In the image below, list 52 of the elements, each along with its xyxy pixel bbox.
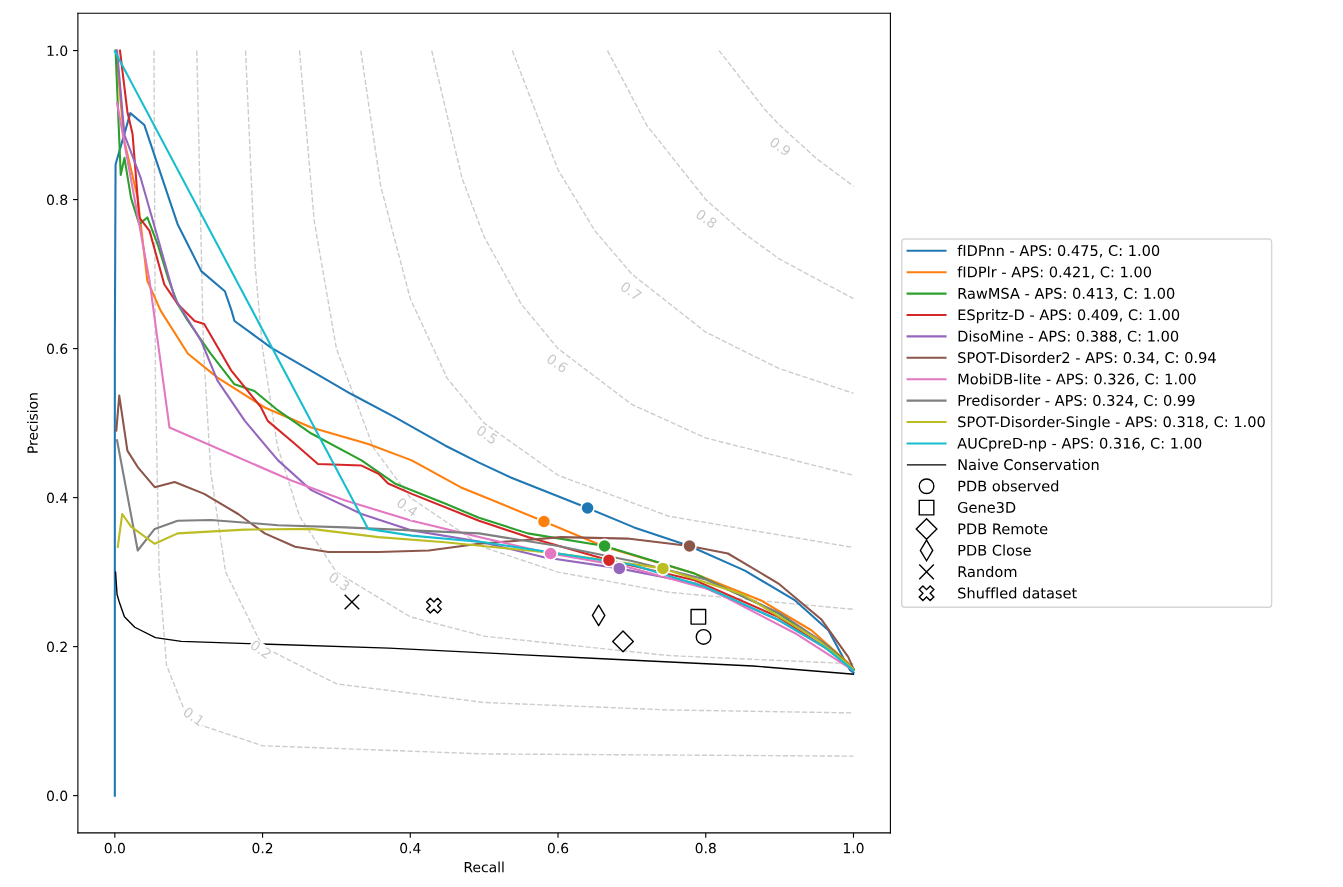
line-series xyxy=(114,571,855,675)
point xyxy=(611,560,627,576)
line-series xyxy=(431,49,855,476)
legend-label: SPOT-Disorder2 - APS: 0.34, C: 0.94 xyxy=(958,351,1216,365)
point xyxy=(425,597,442,614)
line-series xyxy=(115,394,855,671)
y-tick-label: 1.0 xyxy=(47,45,68,57)
line-series xyxy=(718,49,855,187)
point xyxy=(601,552,617,568)
legend-label: RawMSA - APS: 0.413, C: 1.00 xyxy=(958,287,1175,301)
legend-label: Gene3D xyxy=(958,501,1016,513)
x-tick-label: 0.8 xyxy=(695,842,716,854)
point xyxy=(580,500,595,516)
y-tick-label: 0.6 xyxy=(47,343,68,355)
legend-label: Shuffled dataset xyxy=(958,587,1077,599)
y-tick-label: 0.8 xyxy=(47,194,68,206)
y-axis-title: Precision xyxy=(27,393,38,453)
line-series xyxy=(511,49,855,394)
x-axis-title: Recall xyxy=(464,861,504,873)
point xyxy=(597,538,612,554)
legend-label: DisoMine - APS: 0.388, C: 1.00 xyxy=(958,330,1179,344)
y-tick-label: 0.0 xyxy=(47,790,68,802)
legend-label: fIDPlr - APS: 0.421, C: 1.00 xyxy=(957,266,1152,279)
x-tick-label: 1.0 xyxy=(843,842,864,854)
legend-label: fIDPnn - APS: 0.475, C: 1.00 xyxy=(957,244,1160,258)
y-tick-label: 0.2 xyxy=(47,641,67,653)
legend-label: SPOT-Disorder-Single - APS: 0.318, C: 1.00 xyxy=(958,416,1265,431)
line-series xyxy=(113,112,855,797)
x-tick-label: 0.6 xyxy=(547,842,569,854)
legend-label: PDB Close xyxy=(958,544,1031,556)
y-tick-label: 0.4 xyxy=(47,492,68,504)
legend-label: Predisorder - APS: 0.324, C: 0.99 xyxy=(958,394,1195,408)
point xyxy=(543,546,559,561)
legend-label: ESpritz-D - APS: 0.409, C: 1.00 xyxy=(958,309,1180,324)
point xyxy=(690,608,707,625)
legend-label: Random xyxy=(958,565,1017,578)
legend-label: PDB Remote xyxy=(958,523,1048,535)
point xyxy=(682,538,697,554)
point xyxy=(612,630,635,653)
legend-label: MobiDB-lite - APS: 0.326, C: 1.00 xyxy=(958,373,1196,387)
x-tick-label: 0.2 xyxy=(252,842,273,854)
legend-label: AUCpreD-np - APS: 0.316, C: 1.00 xyxy=(957,437,1202,452)
point xyxy=(536,514,552,529)
line-series xyxy=(298,49,855,611)
point xyxy=(655,560,671,576)
legend-label: PDB observed xyxy=(958,480,1059,492)
x-tick-label: 0.0 xyxy=(104,842,125,854)
x-tick-label: 0.4 xyxy=(400,842,421,854)
line-series xyxy=(606,49,855,300)
legend-label: Naive Conservation xyxy=(958,458,1099,471)
point xyxy=(695,628,712,645)
point xyxy=(343,593,360,610)
